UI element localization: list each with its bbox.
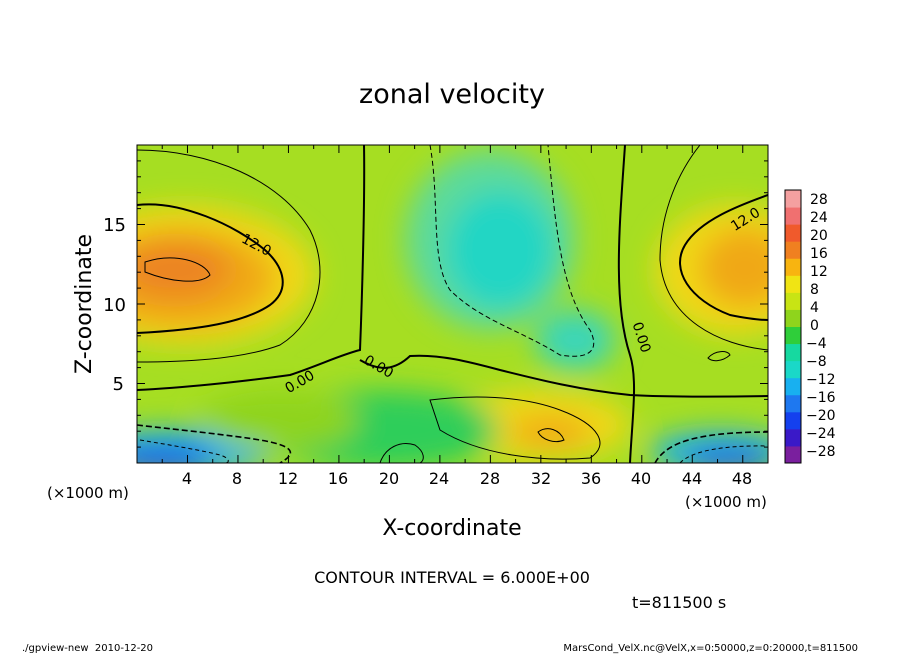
contour-6-west xyxy=(137,149,321,363)
colorbar-label: −12 xyxy=(806,372,836,388)
contour-0-mid xyxy=(359,354,768,398)
colorbar-swatch xyxy=(785,411,801,430)
contour-neg12-west-bottom xyxy=(139,439,229,463)
contour-neg12-east-bottom xyxy=(679,445,768,463)
colorbar-label: 20 xyxy=(810,228,828,244)
colorbar-label: −24 xyxy=(806,426,836,442)
x-tick-label: 20 xyxy=(379,469,399,488)
x-tick-label: 16 xyxy=(328,469,348,488)
y-tick-label: 15 xyxy=(103,215,126,236)
y-tick-labels: 5 10 15 xyxy=(103,215,126,395)
colorbar-swatch xyxy=(785,360,801,379)
x-tick-label: 44 xyxy=(682,469,702,488)
contour-0-east xyxy=(617,145,636,463)
x-tick-label: 24 xyxy=(429,469,449,488)
y-axis-ticks xyxy=(137,144,768,464)
contour-18-lower xyxy=(537,428,565,443)
contour-interval-text: CONTOUR INTERVAL = 6.000E+00 xyxy=(314,568,590,587)
contour-lines xyxy=(137,145,768,463)
x-tick-label: 28 xyxy=(480,469,500,488)
colorbar-swatch xyxy=(785,445,801,464)
y-tick-label: 10 xyxy=(103,295,126,316)
colorbar-label: 0 xyxy=(810,318,819,334)
plot-area: 12.0 12.0 0.00 0.00 0.00 4 8 12 16 20 24… xyxy=(47,144,769,541)
x-tick-label: 40 xyxy=(631,469,651,488)
colorbar-swatch xyxy=(785,258,801,276)
colorbar-swatch xyxy=(785,190,801,208)
colorbar-swatch xyxy=(785,292,801,310)
colorbar-label: 28 xyxy=(810,192,828,208)
x-tick-label: 32 xyxy=(531,469,551,488)
x-tick-label: 48 xyxy=(732,469,752,488)
colorbar-swatches xyxy=(785,190,801,464)
colorbar-label: −20 xyxy=(806,408,836,424)
contour-neg6-center xyxy=(429,145,595,357)
contour-12-east xyxy=(679,194,768,321)
colorbar-swatch xyxy=(785,326,801,345)
colorbar-swatch xyxy=(785,428,801,447)
contour-6-bottom-mid xyxy=(379,443,424,463)
colorbar-labels: 28 24 20 16 12 8 4 0 −4 −8 −12 −16 −20 −… xyxy=(806,192,836,460)
x-tick-label: 12 xyxy=(278,469,298,488)
colorbar-frame xyxy=(784,189,802,464)
x-axis-ticks xyxy=(136,145,769,463)
contour-6-east xyxy=(659,145,768,351)
x-unit-label-right: (×1000 m) xyxy=(685,493,767,511)
colorbar-label: −28 xyxy=(806,444,836,460)
x-tick-labels: 4 8 12 16 20 24 28 32 36 40 44 48 xyxy=(182,469,752,488)
contour-neg6-east-bottom xyxy=(654,431,768,463)
field-blobs xyxy=(137,150,768,463)
time-text: t=811500 s xyxy=(632,593,726,612)
colorbar-swatch xyxy=(785,377,801,396)
colorbar-label: 8 xyxy=(810,282,819,298)
colorbar-label: −4 xyxy=(806,336,827,352)
contour-neg6-west-bottom xyxy=(137,424,292,463)
chart-title: zonal velocity xyxy=(359,79,545,110)
colorbar-label: −16 xyxy=(806,390,836,406)
colorbar-swatch xyxy=(785,343,801,362)
contour-6-lower xyxy=(429,396,601,460)
x-unit-label-left: (×1000 m) xyxy=(47,484,129,502)
x-tick-label: 36 xyxy=(581,469,601,488)
contour-18-west xyxy=(144,257,211,282)
colorbar-label: 16 xyxy=(810,246,828,262)
x-tick-label: 4 xyxy=(182,469,192,488)
y-axis-label: Z-coordinate xyxy=(72,234,97,374)
colorbar-swatch xyxy=(785,394,801,413)
colorbar-swatch xyxy=(785,241,801,259)
x-tick-label: 8 xyxy=(232,469,242,488)
contour-12-west xyxy=(137,203,284,334)
contour-18-east-small xyxy=(707,351,731,362)
contour-0-west xyxy=(137,145,366,391)
colorbar-label: −8 xyxy=(806,354,827,370)
colorbar-label: 24 xyxy=(810,210,828,226)
x-axis-label: X-coordinate xyxy=(382,516,521,541)
footer-left: ./gpview-new 2010-12-20 xyxy=(22,643,153,654)
colorbar-swatch xyxy=(785,309,801,327)
y-tick-label: 5 xyxy=(113,374,124,395)
colorbar-swatch xyxy=(785,207,801,225)
colorbar: 28 24 20 16 12 8 4 0 −4 −8 −12 −16 −20 −… xyxy=(784,189,836,464)
colorbar-swatch xyxy=(785,275,801,293)
colorbar-label: 4 xyxy=(810,300,819,316)
colorbar-label: 12 xyxy=(810,264,828,280)
colorbar-swatch xyxy=(785,224,801,242)
footer-right: MarsCond_VelX.nc@VelX,x=0:50000,z=0:2000… xyxy=(563,643,858,654)
